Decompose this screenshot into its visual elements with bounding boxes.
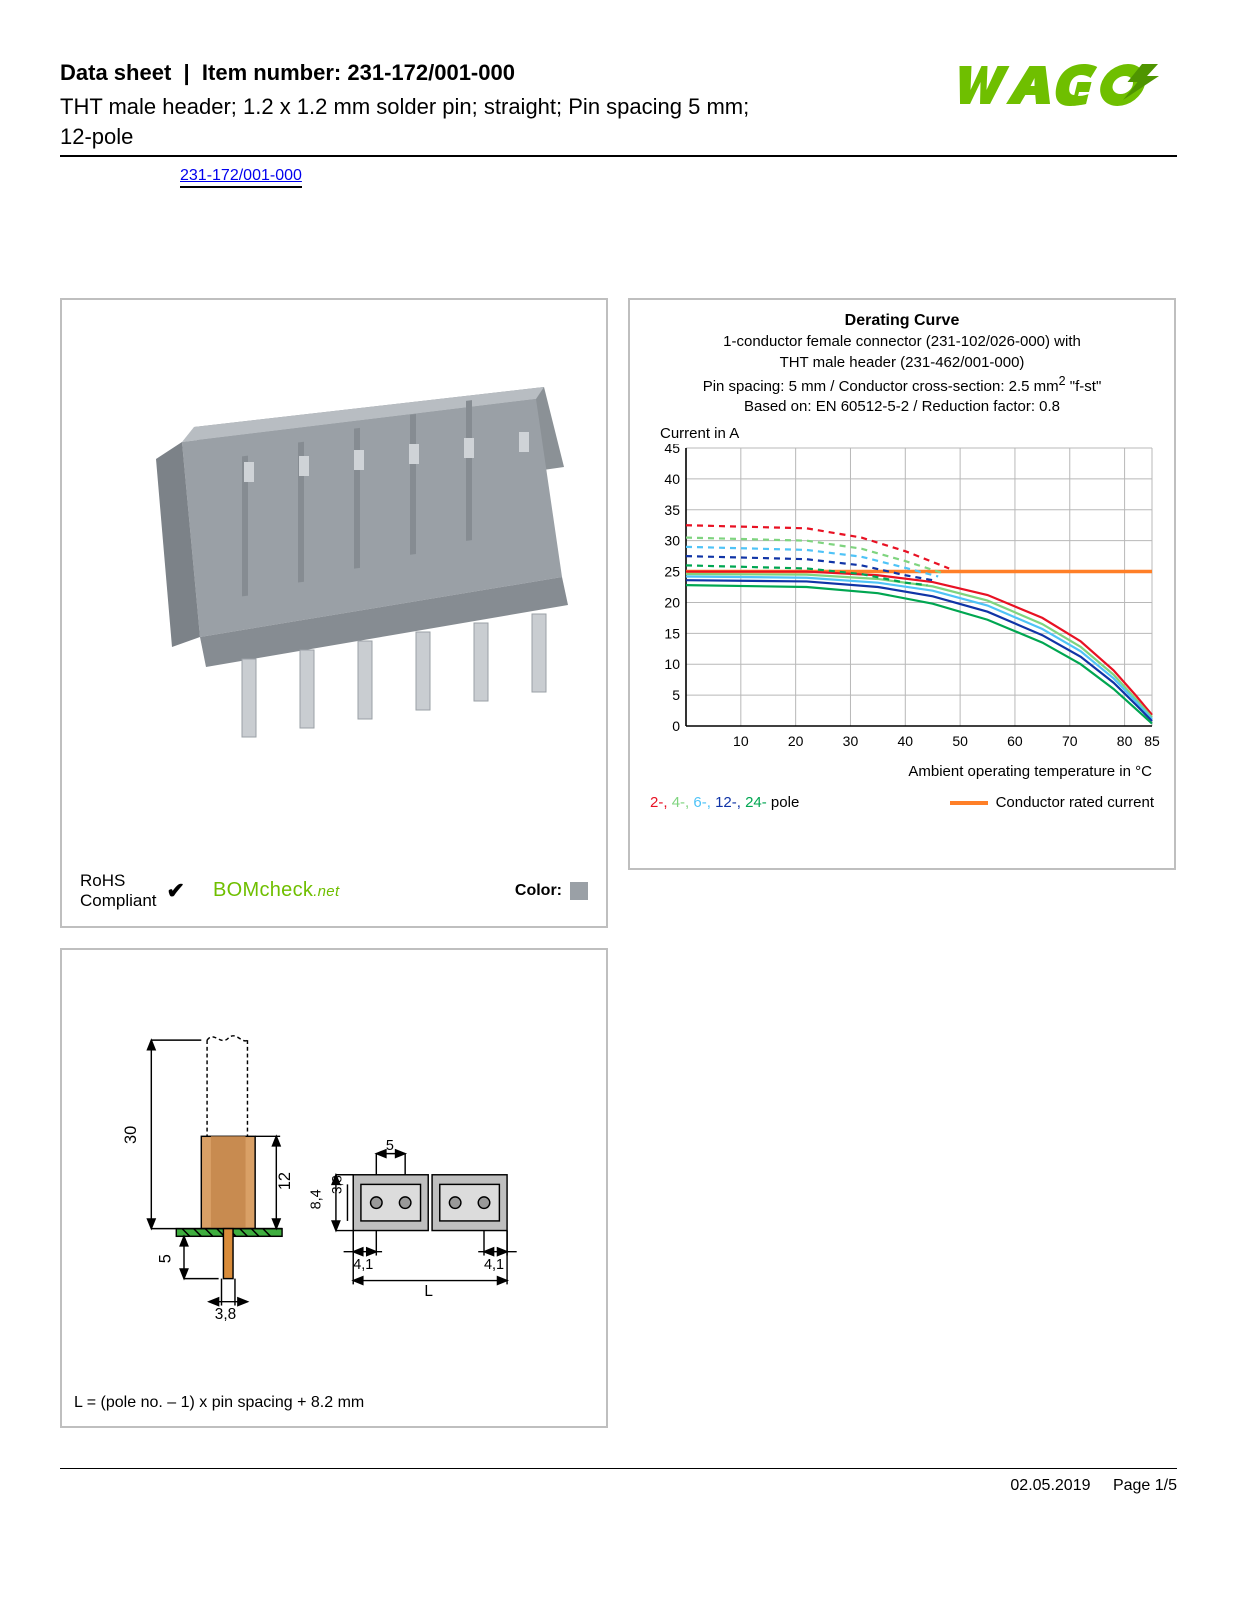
svg-text:5: 5 xyxy=(386,1138,394,1154)
svg-text:20: 20 xyxy=(664,595,680,611)
chart-sub-2: THT male header (231-462/001-000) xyxy=(642,353,1162,373)
legend-poles: 2-, 4-, 6-, 12-, 24- pole xyxy=(650,794,799,811)
svg-text:8,4: 8,4 xyxy=(309,1190,325,1210)
chart-subtitle: 1-conductor female connector (231-102/02… xyxy=(642,332,1162,417)
dimensions-formula: L = (pole no. – 1) x pin spacing + 8.2 m… xyxy=(74,1386,594,1414)
svg-text:30: 30 xyxy=(122,1126,140,1144)
color-label-text: Color: xyxy=(515,882,562,900)
footer-page: Page 1/5 xyxy=(1113,1477,1177,1494)
compliant-label: Compliant xyxy=(80,891,157,911)
svg-text:60: 60 xyxy=(1007,733,1023,749)
svg-text:10: 10 xyxy=(733,733,749,749)
chart-sub-3: Pin spacing: 5 mm / Conductor cross-sect… xyxy=(642,373,1162,397)
rohs-badge: RoHS Compliant ✔ xyxy=(80,871,185,910)
footer-date: 02.05.2019 xyxy=(1010,1477,1090,1494)
dimensions-panel: 30 12 5 xyxy=(60,948,608,1428)
page-footer: 02.05.2019 Page 1/5 xyxy=(60,1468,1177,1495)
svg-text:40: 40 xyxy=(664,471,680,487)
svg-text:25: 25 xyxy=(664,564,680,580)
bomcheck-logo: BOMcheck.net xyxy=(213,879,339,902)
header-text: Data sheet | Item number: 231-172/001-00… xyxy=(60,60,917,151)
product-image-panel: RoHS Compliant ✔ BOMcheck.net Color: xyxy=(60,298,608,928)
svg-text:30: 30 xyxy=(664,533,680,549)
page-header: Data sheet | Item number: 231-172/001-00… xyxy=(60,60,1177,157)
chart-title: Derating Curve xyxy=(642,312,1162,330)
bomcheck-text: BOMcheck xyxy=(213,879,313,901)
color-swatch xyxy=(570,882,588,900)
product-description: THT male header; 1.2 x 1.2 mm solder pin… xyxy=(60,92,780,151)
legend-rated-current: Conductor rated current xyxy=(950,794,1154,811)
chart-legend: 2-, 4-, 6-, 12-, 24- pole Conductor rate… xyxy=(642,794,1162,811)
svg-text:5: 5 xyxy=(672,687,680,703)
rohs-label: RoHS xyxy=(80,871,157,891)
svg-text:35: 35 xyxy=(664,502,680,518)
part-number-link[interactable]: 231-172/001-000 xyxy=(180,167,302,188)
svg-text:4,1: 4,1 xyxy=(353,1257,373,1273)
svg-text:0: 0 xyxy=(672,718,680,734)
item-number: 231-172/001-000 xyxy=(347,60,515,85)
legend-rated-label: Conductor rated current xyxy=(996,794,1154,811)
derating-chart: 0 5 10 15 20 25 30 35 40 45 10 20 30 40 50 60 70 80 85 xyxy=(642,444,1162,754)
svg-text:3,8: 3,8 xyxy=(330,1176,345,1195)
brand-logo xyxy=(947,60,1177,119)
product-illustration xyxy=(74,312,594,861)
y-axis-label: Current in A xyxy=(660,425,1162,442)
svg-text:85: 85 xyxy=(1144,733,1160,749)
item-label: Item number: xyxy=(202,60,341,85)
bomcheck-suffix: .net xyxy=(313,883,339,900)
chart-sub-3b: "f-st" xyxy=(1066,378,1102,395)
dimensions-drawing: 30 12 5 xyxy=(74,962,594,1386)
title-line: Data sheet | Item number: 231-172/001-00… xyxy=(60,60,917,86)
chart-sub-3sup: 2 xyxy=(1059,374,1066,388)
x-axis-label: Ambient operating temperature in °C xyxy=(642,763,1152,780)
legend-rated-swatch xyxy=(950,801,988,805)
panels-row-1: RoHS Compliant ✔ BOMcheck.net Color: Der… xyxy=(60,298,1177,928)
svg-text:30: 30 xyxy=(843,733,859,749)
svg-text:45: 45 xyxy=(664,444,680,456)
svg-text:70: 70 xyxy=(1062,733,1078,749)
derating-chart-panel: Derating Curve 1-conductor female connec… xyxy=(628,298,1176,870)
svg-text:20: 20 xyxy=(788,733,804,749)
doc-type: Data sheet xyxy=(60,60,171,85)
check-icon: ✔ xyxy=(167,878,185,903)
svg-text:5: 5 xyxy=(157,1255,175,1264)
svg-text:3,8: 3,8 xyxy=(215,1306,236,1323)
svg-text:40: 40 xyxy=(898,733,914,749)
color-indicator: Color: xyxy=(515,882,588,900)
svg-text:15: 15 xyxy=(664,626,680,642)
svg-text:12: 12 xyxy=(276,1172,294,1190)
panels-row-2: 30 12 5 xyxy=(60,948,1177,1428)
svg-text:L: L xyxy=(424,1283,433,1300)
svg-text:80: 80 xyxy=(1117,733,1133,749)
chart-sub-3a: Pin spacing: 5 mm / Conductor cross-sect… xyxy=(703,378,1059,395)
chart-sub-4: Based on: EN 60512-5-2 / Reduction facto… xyxy=(642,397,1162,417)
svg-text:4,1: 4,1 xyxy=(484,1257,504,1273)
chart-sub-1: 1-conductor female connector (231-102/02… xyxy=(642,332,1162,352)
svg-text:10: 10 xyxy=(664,657,680,673)
svg-text:50: 50 xyxy=(952,733,968,749)
compliance-row: RoHS Compliant ✔ BOMcheck.net Color: xyxy=(74,861,594,914)
